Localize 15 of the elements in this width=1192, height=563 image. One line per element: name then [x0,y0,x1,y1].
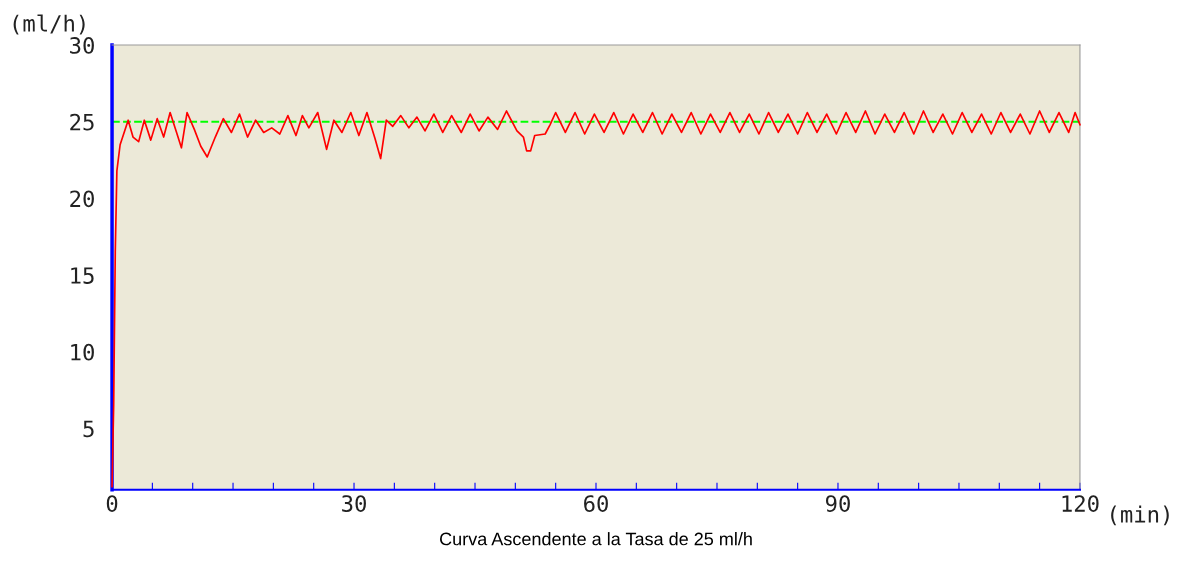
y-tick-label: 25 [70,113,94,131]
y-tick-label: 30 [70,37,94,54]
y-tick-label: 5 [83,420,94,438]
x-axis-title: (min) [1111,505,1169,526]
y-tick-label: 15 [71,267,94,284]
x-tick-label: 30 [342,495,366,512]
y-tick-label: 20 [70,190,94,208]
x-tick-label: 120 [1062,495,1099,512]
x-tick-label: 0 [106,495,118,512]
line-series [111,110,1081,488]
y-tick-label: 10 [71,343,94,361]
y-axis-title: (ml/h) [13,14,85,35]
text: Curva Ascendente a la Tasa de 25 ml/h [440,532,752,546]
x-tick-label: 90 [825,495,850,512]
x-tick-label: 60 [584,495,608,512]
